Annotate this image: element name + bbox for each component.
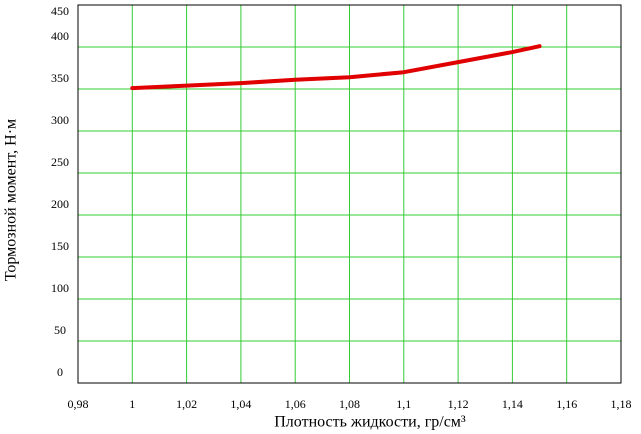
x-tick-label: 1,08 xyxy=(339,397,360,411)
x-tick-label: 1,1 xyxy=(396,397,411,411)
plot-frame xyxy=(77,4,622,384)
y-tick-label: 50 xyxy=(54,323,66,337)
data-line xyxy=(130,44,542,91)
x-tick-label: 1,06 xyxy=(285,397,306,411)
x-tick-label: 1,18 xyxy=(611,397,632,411)
x-tick-label: 1 xyxy=(129,397,135,411)
x-tick-label: 1,16 xyxy=(556,397,577,411)
y-tick-label: 250 xyxy=(51,155,69,169)
y-tick-label: 150 xyxy=(51,239,69,253)
y-tick-label: 450 xyxy=(51,4,69,18)
y-tick-label: 200 xyxy=(51,197,69,211)
y-axis-label: Тормозной момент, Н·м xyxy=(3,119,20,281)
y-tick-label: 100 xyxy=(51,281,69,295)
x-axis-label: Плотность жидкости, гр/см³ xyxy=(274,414,466,431)
x-tick-label: 1,14 xyxy=(502,397,523,411)
x-tick-label: 1,02 xyxy=(176,397,197,411)
y-tick-label: 400 xyxy=(51,29,69,43)
y-tick-label: 0 xyxy=(57,365,63,379)
x-tick-label: 0,98 xyxy=(68,397,89,411)
x-tick-label: 1,12 xyxy=(448,397,469,411)
x-tick-label: 1,04 xyxy=(230,397,251,411)
y-tick-label: 300 xyxy=(51,113,69,127)
y-tick-label: 350 xyxy=(51,71,69,85)
